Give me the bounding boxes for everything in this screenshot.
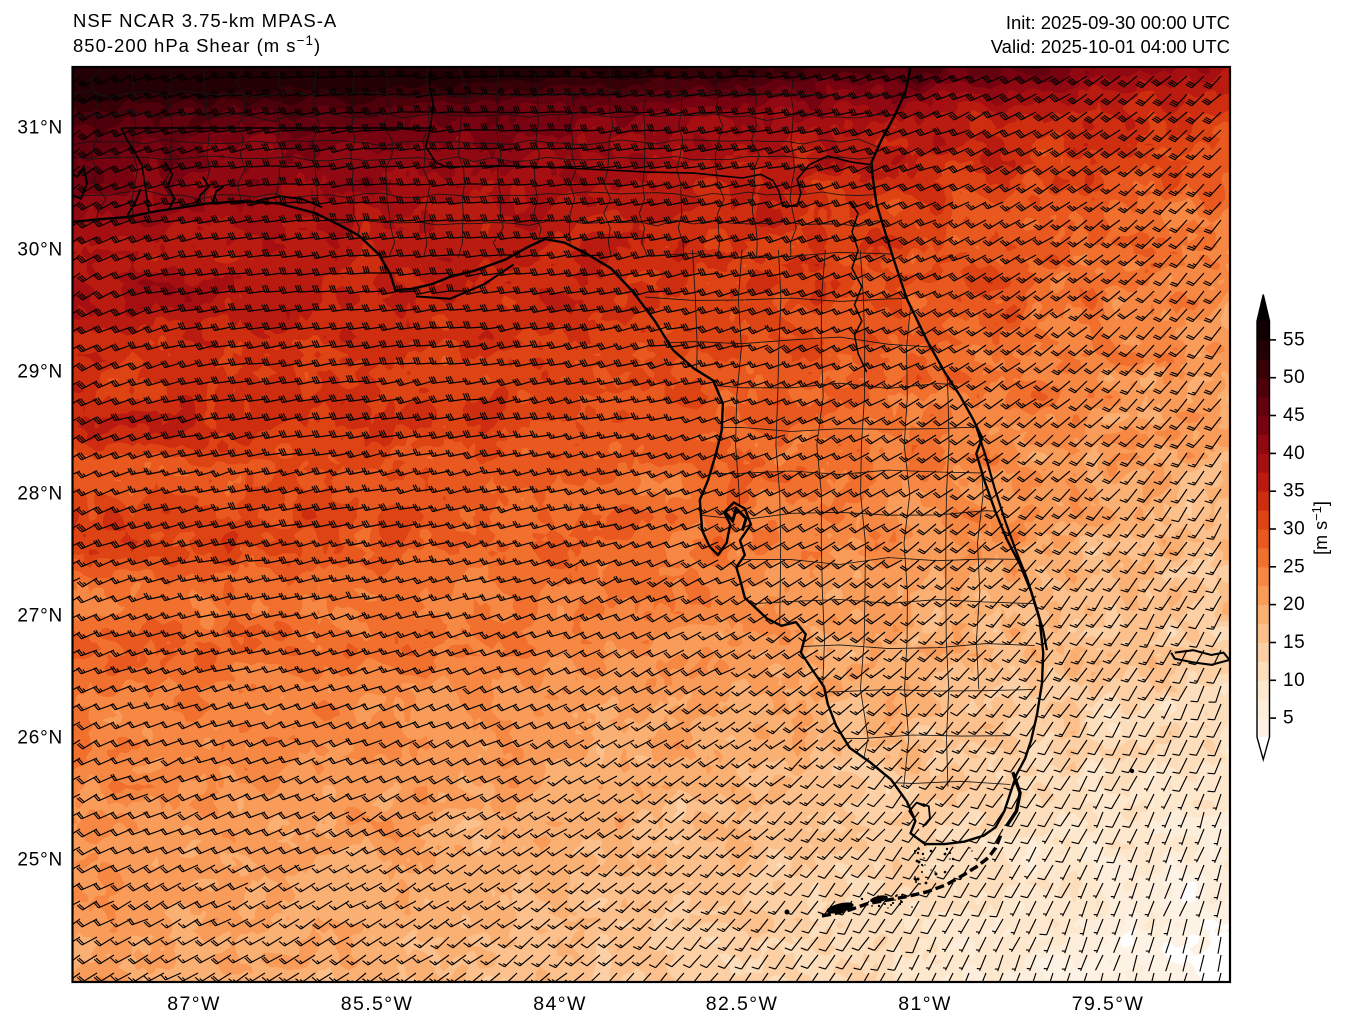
svg-text:40: 40 — [1283, 443, 1305, 464]
svg-text:55: 55 — [1283, 329, 1305, 350]
svg-text:20: 20 — [1283, 594, 1305, 615]
svg-text:84°W: 84°W — [533, 993, 587, 1015]
svg-text:79.5°W: 79.5°W — [1072, 993, 1145, 1015]
svg-text:25: 25 — [1283, 556, 1305, 577]
svg-text:30°N: 30°N — [17, 240, 63, 261]
svg-text:85.5°W: 85.5°W — [341, 993, 414, 1015]
svg-text:25°N: 25°N — [17, 850, 63, 871]
svg-text:27°N: 27°N — [17, 606, 63, 627]
svg-text:10: 10 — [1283, 670, 1305, 691]
svg-text:28°N: 28°N — [17, 484, 63, 505]
svg-text:30: 30 — [1283, 519, 1305, 540]
svg-text:50: 50 — [1283, 367, 1305, 388]
svg-text:15: 15 — [1283, 632, 1305, 653]
svg-text:NSF NCAR 3.75-km MPAS-A: NSF NCAR 3.75-km MPAS-A — [73, 10, 337, 31]
svg-text:Valid: 2025-10-01 04:00 UTC: Valid: 2025-10-01 04:00 UTC — [991, 36, 1230, 57]
svg-text:31°N: 31°N — [17, 118, 63, 139]
svg-text:82.5°W: 82.5°W — [706, 993, 779, 1015]
svg-text:81°W: 81°W — [898, 993, 952, 1015]
svg-text:87°W: 87°W — [167, 993, 221, 1015]
svg-text:35: 35 — [1283, 481, 1305, 502]
svg-text:29°N: 29°N — [17, 362, 63, 383]
svg-text:26°N: 26°N — [17, 728, 63, 749]
svg-text:Init: 2025-09-30 00:00 UTC: Init: 2025-09-30 00:00 UTC — [1006, 12, 1230, 33]
svg-text:850-200 hPa Shear (m s−1): 850-200 hPa Shear (m s−1) — [73, 33, 321, 56]
svg-text:45: 45 — [1283, 405, 1305, 426]
svg-text:5: 5 — [1283, 708, 1294, 729]
